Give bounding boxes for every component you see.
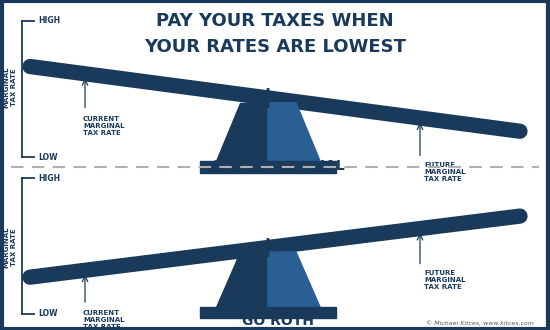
Polygon shape <box>216 103 268 161</box>
Text: LOW: LOW <box>38 309 58 318</box>
Text: FUTURE
MARGINAL
TAX RATE: FUTURE MARGINAL TAX RATE <box>424 270 465 290</box>
Text: PAY YOUR TAXES WHEN: PAY YOUR TAXES WHEN <box>156 12 394 30</box>
Text: © Michael Kitces, www.kitces.com: © Michael Kitces, www.kitces.com <box>426 320 534 326</box>
Text: GO ROTH: GO ROTH <box>242 314 314 328</box>
Polygon shape <box>268 252 320 307</box>
Text: FUTURE
MARGINAL
TAX RATE: FUTURE MARGINAL TAX RATE <box>424 162 465 182</box>
Bar <box>200 307 336 318</box>
Text: MARGINAL
TAX RATE: MARGINAL TAX RATE <box>3 67 16 108</box>
Text: CURRENT
MARGINAL
TAX RATE: CURRENT MARGINAL TAX RATE <box>83 116 124 136</box>
Text: GO TRADITIONAL: GO TRADITIONAL <box>211 159 345 173</box>
Text: LOW: LOW <box>38 153 58 162</box>
Text: CURRENT
MARGINAL
TAX RATE: CURRENT MARGINAL TAX RATE <box>83 310 124 330</box>
Polygon shape <box>268 103 320 161</box>
Text: MARGINAL
TAX RATE: MARGINAL TAX RATE <box>3 227 16 268</box>
Text: YOUR RATES ARE LOWEST: YOUR RATES ARE LOWEST <box>144 39 406 56</box>
Polygon shape <box>216 252 268 307</box>
Text: HIGH: HIGH <box>38 174 60 183</box>
Bar <box>200 161 336 173</box>
Text: HIGH: HIGH <box>38 16 60 25</box>
